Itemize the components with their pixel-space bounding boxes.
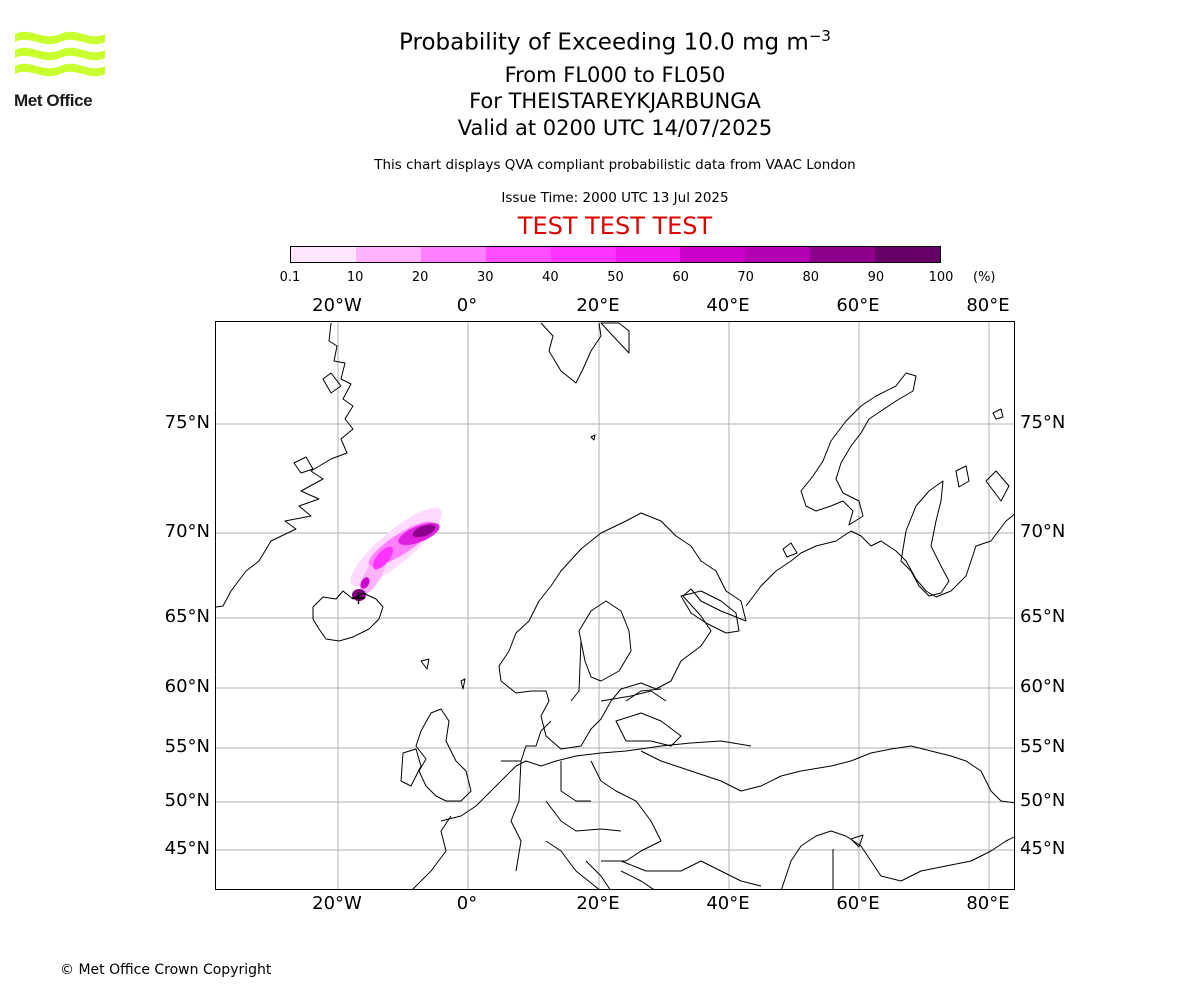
lat-label-right: 45°N xyxy=(1020,838,1066,859)
colorbar-segment xyxy=(875,247,941,262)
lat-label-left: 55°N xyxy=(164,736,210,757)
graticule xyxy=(216,322,1014,889)
greenland-coast xyxy=(216,322,354,608)
lon-label-bottom: 40°E xyxy=(706,893,750,914)
lon-label-top: 40°E xyxy=(706,295,750,316)
lon-label-top: 80°E xyxy=(966,295,1010,316)
lat-label-right: 50°N xyxy=(1020,790,1066,811)
colorbar-segment xyxy=(550,247,616,262)
british-isles-coast xyxy=(415,708,472,802)
scandinavia-coast xyxy=(498,512,747,750)
colorbar-segment xyxy=(485,247,551,262)
colorbar-segment xyxy=(680,247,746,262)
valid-time: Valid at 0200 UTC 14/07/2025 xyxy=(457,116,773,140)
logo-text: Met Office xyxy=(14,91,93,110)
lat-label-right: 70°N xyxy=(1020,521,1066,542)
colorbar-tick-label: 90 xyxy=(867,270,885,285)
lon-label-bottom: 20°W xyxy=(312,893,362,914)
colorbar-segment xyxy=(291,247,356,262)
lat-label-right: 65°N xyxy=(1020,606,1066,627)
colorbar-unit: (%) xyxy=(973,270,996,285)
map-panel xyxy=(215,321,1015,890)
novaya-zemlya-coast xyxy=(800,372,917,526)
colorbar-tick-label: 70 xyxy=(737,270,754,285)
map-svg xyxy=(216,322,1014,889)
test-banner: TEST TEST TEST xyxy=(517,212,713,240)
lon-label-top: 20°E xyxy=(576,295,620,316)
colorbar-tick-label: 100 xyxy=(928,270,954,285)
met-office-waves-icon xyxy=(15,31,105,77)
lon-label-bottom: 80°E xyxy=(966,893,1010,914)
colorbar-segment xyxy=(615,247,681,262)
lat-label-right: 55°N xyxy=(1020,736,1066,757)
colorbar xyxy=(290,246,941,263)
colorbar-tick-label: 80 xyxy=(802,270,820,285)
iceland-coast xyxy=(312,590,384,642)
lat-label-right: 75°N xyxy=(1020,412,1066,433)
ash-plume xyxy=(350,507,442,601)
colorbar-segment xyxy=(745,247,811,262)
met-office-logo: Met Office xyxy=(14,30,110,114)
svalbard-coast xyxy=(540,322,630,384)
lat-label-left: 75°N xyxy=(164,412,210,433)
lat-label-left: 60°N xyxy=(164,676,210,697)
colorbar-segment xyxy=(810,247,876,262)
lon-label-top: 0° xyxy=(456,295,478,316)
lon-label-top: 20°W xyxy=(312,295,362,316)
colorbar-tick-label: 0.1 xyxy=(279,270,301,285)
colorbar-segment xyxy=(420,247,486,262)
lon-label-bottom: 20°E xyxy=(576,893,620,914)
volcano-marker xyxy=(352,592,365,604)
lat-label-left: 65°N xyxy=(164,606,210,627)
title-exponent: −3 xyxy=(808,27,831,45)
title-text: Probability of Exceeding 10.0 mg m xyxy=(399,29,809,56)
issue-time: Issue Time: 2000 UTC 13 Jul 2025 xyxy=(501,190,729,206)
copyright: © Met Office Crown Copyright xyxy=(60,962,272,978)
flight-levels: From FL000 to FL050 xyxy=(504,63,726,87)
colorbar-tick-label: 60 xyxy=(672,270,689,285)
colorbar-tick-label: 50 xyxy=(607,270,624,285)
chart-description: This chart displays QVA compliant probab… xyxy=(374,157,856,173)
lon-label-bottom: 60°E xyxy=(836,893,880,914)
colorbar-tick-label: 10 xyxy=(346,270,364,285)
lat-label-left: 70°N xyxy=(164,521,210,542)
colorbar-tick-label: 40 xyxy=(542,270,559,285)
colorbar-tick-label: 30 xyxy=(477,270,494,285)
colorbar-segment xyxy=(355,247,421,262)
lat-label-right: 60°N xyxy=(1020,676,1066,697)
lat-label-left: 45°N xyxy=(164,838,210,859)
lat-label-left: 50°N xyxy=(164,790,210,811)
lon-label-top: 60°E xyxy=(836,295,880,316)
coastlines xyxy=(216,322,1014,889)
colorbar-tick-label: 20 xyxy=(411,270,429,285)
chart-title: Probability of Exceeding 10.0 mg m−3 xyxy=(300,27,930,56)
lon-label-bottom: 0° xyxy=(456,893,478,914)
volcano-name: For THEISTAREYKJARBUNGA xyxy=(469,89,761,113)
